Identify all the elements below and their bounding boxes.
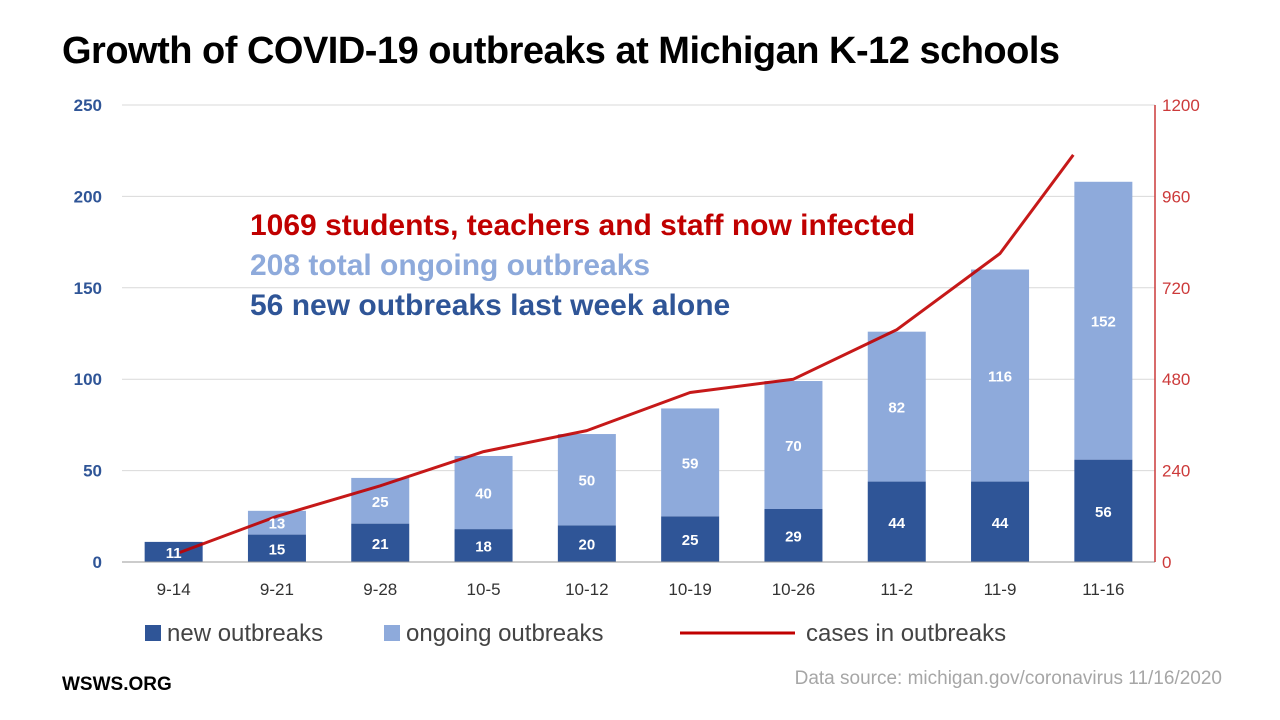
x-tick-label: 10-19 — [668, 580, 711, 599]
axes: 0 50 100 150 200 250 0 240 480 720 960 1200 9-14 9-21… — [74, 96, 1200, 599]
bar-new-outbreaks — [144, 541, 203, 562]
legend: new outbreaks ongoing outbreaks cases in o… — [145, 620, 1006, 647]
bar-label-ongoing-outbreaks: 40 — [475, 486, 492, 503]
bar-label-ongoing-outbreaks: 82 — [888, 400, 905, 417]
x-tick-label: 9-28 — [363, 580, 397, 599]
bar-label-new-outbreaks: 29 — [785, 528, 802, 545]
legend-swatch-new-outbreaks — [145, 625, 161, 641]
chart-title: Growth of COVID-19 outbreaks at Michigan… — [62, 30, 1060, 72]
x-tick-label: 11-16 — [1082, 580, 1124, 599]
bar-new-outbreaks — [764, 508, 823, 562]
y-left-tick-label: 100 — [74, 370, 102, 389]
bar-label-ongoing-outbreaks: 116 — [988, 369, 1012, 386]
bar-ongoing-outbreaks — [1074, 181, 1133, 460]
bars — [144, 181, 1133, 562]
y-left-tick-label: 200 — [74, 187, 102, 206]
x-tick-label: 9-14 — [157, 580, 191, 599]
y-left-tick-label: 250 — [74, 96, 102, 115]
annotation-line: 56 new outbreaks last week alone — [250, 289, 730, 322]
annotation-number: 56 — [250, 289, 283, 322]
bar-label-new-outbreaks: 56 — [1095, 504, 1112, 521]
bar-label-ongoing-outbreaks: 152 — [1091, 314, 1116, 331]
y-right-tick-label: 1200 — [1162, 96, 1200, 115]
annotation-number: 208 — [250, 249, 300, 282]
bar-labels: 11 15 21 18 20 25 29 44 44 56 13 25 40 50 59 70 82 116 152 — [166, 314, 1116, 562]
annotation-line: 208 total ongoing outbreaks — [250, 249, 650, 282]
bar-label-new-outbreaks: 44 — [992, 515, 1009, 532]
bar-label-ongoing-outbreaks: 50 — [579, 473, 596, 490]
bar-label-new-outbreaks: 18 — [475, 539, 492, 556]
bar-ongoing-outbreaks — [867, 331, 926, 482]
bar-ongoing-outbreaks — [454, 455, 513, 530]
bar-label-ongoing-outbreaks: 25 — [372, 494, 389, 511]
annotation-line: 1069 students, teachers and staff now in… — [250, 209, 915, 242]
bar-new-outbreaks — [661, 516, 720, 562]
x-tick-label: 9-21 — [260, 580, 294, 599]
bar-new-outbreaks — [454, 529, 513, 562]
bar-new-outbreaks — [247, 534, 306, 562]
y-right-tick-label: 720 — [1162, 279, 1190, 298]
brand-label: WSWS.ORG — [62, 674, 172, 695]
x-tick-label: 10-26 — [772, 580, 815, 599]
bar-label-new-outbreaks: 21 — [372, 536, 389, 553]
bar-ongoing-outbreaks — [971, 269, 1030, 482]
y-right-tick-label: 0 — [1162, 553, 1171, 572]
legend-label-cases-in-outbreaks: cases in outbreaks — [806, 620, 1006, 647]
bar-label-new-outbreaks: 11 — [166, 545, 182, 562]
line-cases-in-outbreaks — [179, 154, 1075, 554]
annotation-text: new outbreaks last week alone — [283, 289, 730, 322]
x-tick-label: 11-9 — [984, 580, 1017, 599]
annotation-text: total ongoing outbreaks — [300, 249, 650, 282]
y-right-tick-label: 480 — [1162, 370, 1190, 389]
x-tick-label: 10-5 — [467, 580, 501, 599]
legend-swatch-ongoing-outbreaks — [384, 625, 400, 641]
bar-ongoing-outbreaks — [661, 408, 720, 517]
annotation-number: 1069 — [250, 209, 317, 242]
bar-label-new-outbreaks: 15 — [269, 541, 286, 558]
bar-new-outbreaks — [971, 481, 1030, 562]
bar-new-outbreaks — [351, 523, 410, 562]
bar-label-ongoing-outbreaks: 59 — [682, 455, 699, 472]
cases-line — [179, 154, 1075, 554]
bar-ongoing-outbreaks — [557, 434, 616, 526]
y-right-tick-label: 240 — [1162, 462, 1190, 481]
bar-new-outbreaks — [1074, 459, 1133, 562]
bar-label-ongoing-outbreaks: 70 — [785, 438, 802, 455]
y-left-tick-label: 0 — [93, 553, 102, 572]
annotations: 1069 students, teachers and staff now in… — [250, 209, 915, 322]
x-tick-label: 11-2 — [880, 580, 913, 599]
annotation-text: students, teachers and staff now infecte… — [317, 209, 915, 242]
bar-ongoing-outbreaks — [247, 510, 306, 535]
bar-label-new-outbreaks: 25 — [682, 532, 699, 549]
y-left-tick-label: 50 — [83, 462, 102, 481]
x-tick-label: 10-12 — [565, 580, 608, 599]
bar-ongoing-outbreaks — [764, 381, 823, 509]
bar-label-ongoing-outbreaks: 13 — [269, 516, 286, 533]
y-left-tick-label: 150 — [74, 279, 102, 298]
bar-label-new-outbreaks: 20 — [579, 537, 596, 554]
y-right-tick-label: 960 — [1162, 187, 1190, 206]
data-source: Data source: michigan.gov/coronavirus 11… — [794, 668, 1222, 689]
legend-label-new-outbreaks: new outbreaks — [167, 620, 323, 647]
legend-label-ongoing-outbreaks: ongoing outbreaks — [406, 620, 603, 647]
bar-label-new-outbreaks: 44 — [888, 515, 905, 532]
bar-new-outbreaks — [867, 481, 926, 562]
bar-new-outbreaks — [557, 525, 616, 562]
